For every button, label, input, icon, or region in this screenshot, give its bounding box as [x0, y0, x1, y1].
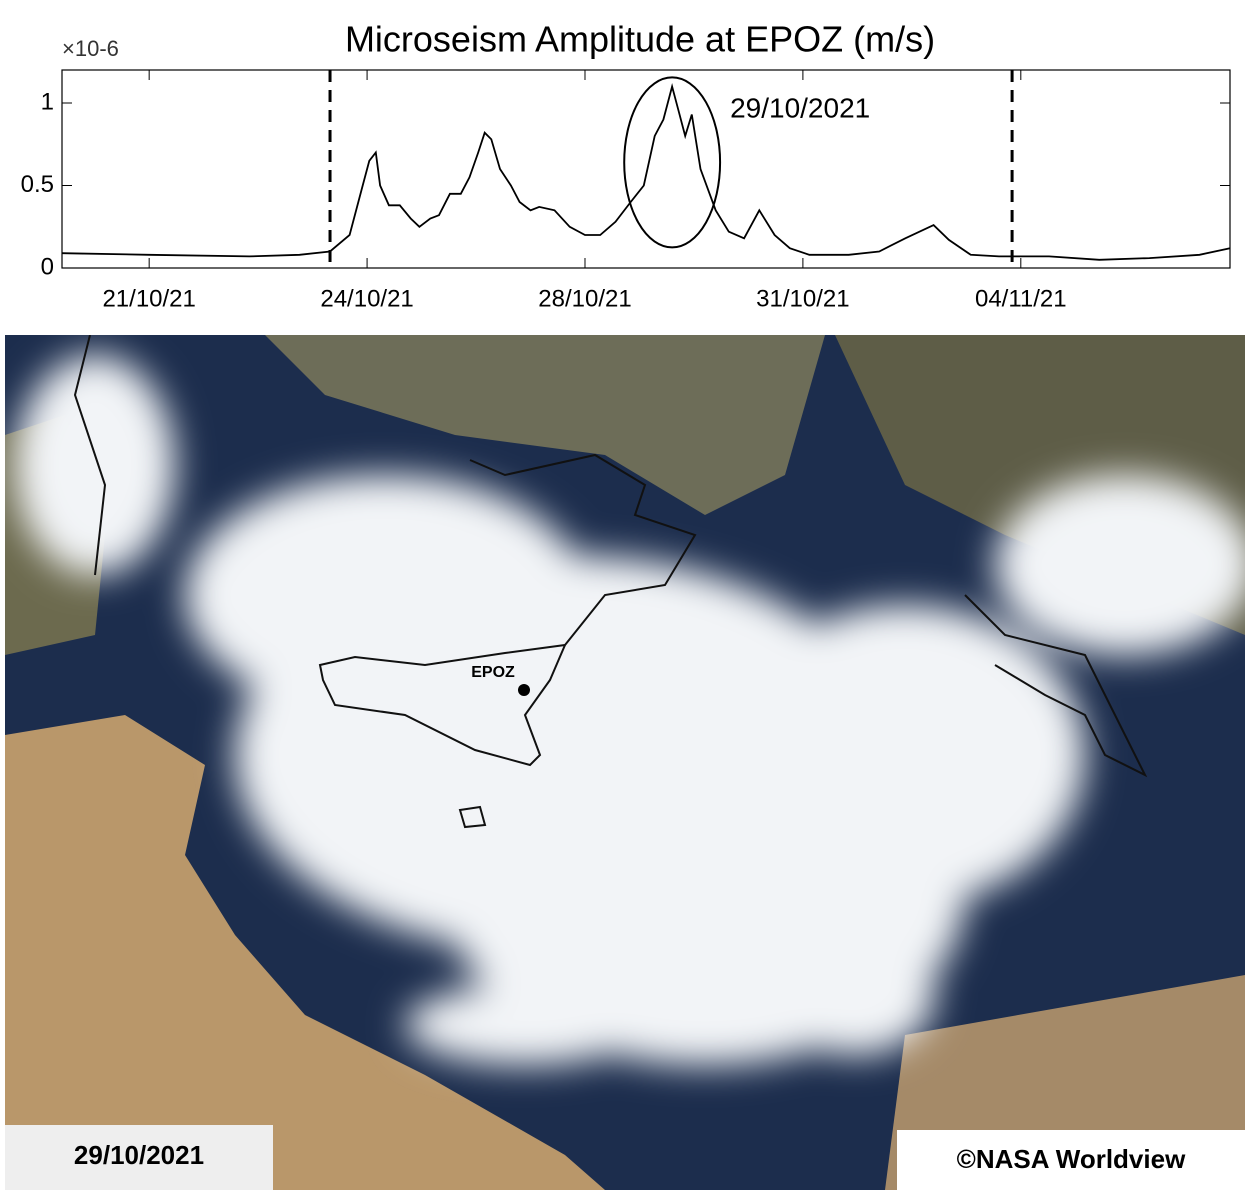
x-tick-label: 28/10/21: [538, 285, 631, 312]
x-tick-label: 24/10/21: [320, 285, 413, 312]
station-label: EPOZ: [471, 664, 515, 681]
y-multiplier: ×10-6: [62, 36, 119, 61]
highlight-ellipse: [623, 76, 722, 249]
credit-box: [897, 1130, 1245, 1190]
credit-label: ©NASA Worldview: [957, 1144, 1186, 1174]
date-box: [5, 1125, 273, 1190]
x-tick-label: 21/10/21: [102, 285, 195, 312]
x-tick-label: 31/10/21: [756, 285, 849, 312]
coastlines: [73, 335, 1148, 829]
station-marker: [518, 684, 530, 696]
x-tick-label: 04/11/21: [975, 285, 1067, 312]
y-tick-label: 0: [41, 253, 54, 280]
clouds: [15, 355, 1245, 1065]
y-tick-label: 1: [41, 88, 54, 115]
satellite-map: EPOZ 29/10/2021 ©NASA Worldview: [5, 335, 1245, 1190]
annotation: 29/10/2021: [730, 92, 870, 123]
y-tick-label: 0.5: [21, 171, 54, 198]
series-line: [61, 82, 1231, 261]
chart-title: Microseism Amplitude at EPOZ (m/s): [345, 19, 935, 60]
date-label: 29/10/2021: [74, 1140, 204, 1170]
chart: Microseism Amplitude at EPOZ (m/s) ×10-6…: [21, 19, 1231, 312]
plot-frame: [61, 69, 1231, 269]
